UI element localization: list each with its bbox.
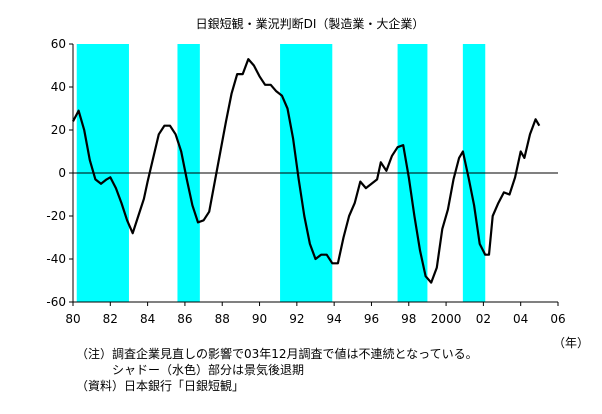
x-tick-label: 88 bbox=[215, 312, 230, 326]
x-tick-label: 04 bbox=[513, 312, 528, 326]
series-line bbox=[72, 58, 541, 284]
y-tick-label: 60 bbox=[51, 37, 66, 51]
series-lines bbox=[72, 58, 541, 284]
x-tick-label: 90 bbox=[252, 312, 267, 326]
y-tick-label: -60 bbox=[46, 295, 66, 309]
x-tick-label: 94 bbox=[327, 312, 342, 326]
note-line: シャドー（水色）部分は景気後退期 bbox=[76, 363, 305, 377]
x-tick-labels: 80 82 84 86 88 90 92 94 96 98 2000 02 04 06 bbox=[65, 312, 565, 326]
x-axis-unit-label: （年） bbox=[553, 336, 590, 350]
y-tick-labels: 60 40 20 0 -20 -40 -60 bbox=[46, 37, 66, 309]
y-tick-label: -40 bbox=[46, 252, 66, 266]
note-line: （注）調査企業見直しの影響で03年12月調査で値は不連続となっている。 bbox=[76, 347, 478, 361]
x-tick-label: 92 bbox=[289, 312, 304, 326]
x-tick-label: 02 bbox=[476, 312, 491, 326]
y-tick-label: 20 bbox=[51, 123, 66, 137]
note-line: （資料）日本銀行「日銀短観」 bbox=[76, 379, 245, 393]
x-tick-label: 82 bbox=[103, 312, 118, 326]
axes bbox=[69, 43, 559, 306]
x-tick-label: 80 bbox=[65, 312, 80, 326]
y-tick-label: 40 bbox=[51, 80, 66, 94]
notes: （注）調査企業見直しの影響で03年12月調査で値は不連続となっている。 シャドー… bbox=[76, 346, 478, 394]
x-tick-label: 06 bbox=[550, 312, 565, 326]
y-tick-label: 0 bbox=[58, 166, 66, 180]
y-tick-label: -20 bbox=[46, 209, 66, 223]
x-tick-label: 2000 bbox=[431, 312, 462, 326]
chart-title: 日銀短観・業況判断DI（製造業・大企業） bbox=[196, 16, 425, 31]
x-tick-label: 98 bbox=[401, 312, 416, 326]
x-tick-label: 86 bbox=[177, 312, 192, 326]
x-tick-label: 84 bbox=[140, 312, 155, 326]
x-tick-label: 96 bbox=[364, 312, 379, 326]
